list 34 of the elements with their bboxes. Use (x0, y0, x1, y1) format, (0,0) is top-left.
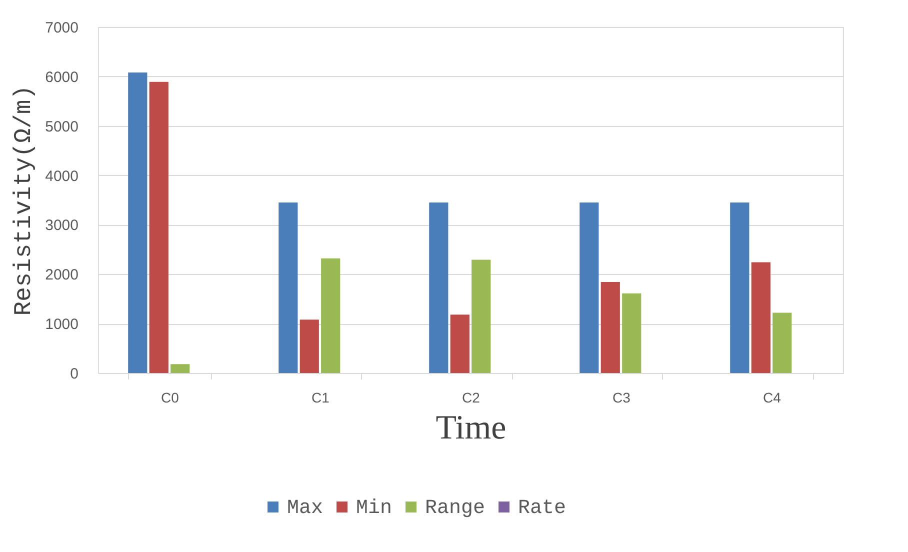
y-tick-label: 0 (70, 366, 78, 382)
y-tick-label: 6000 (45, 68, 78, 86)
bar (580, 202, 599, 373)
bar (730, 202, 750, 373)
bar (128, 72, 148, 373)
y-tick-label: 7000 (45, 20, 78, 36)
y-tick-label: 3000 (45, 217, 78, 234)
x-tick-label: C3 (612, 390, 631, 406)
bar (278, 202, 298, 373)
legend-label: Min (356, 497, 392, 520)
bar (622, 293, 642, 373)
x-axis-title: Time (436, 410, 506, 446)
bar (429, 202, 448, 373)
legend-label: Range (425, 497, 486, 520)
y-tick-label: 1000 (45, 316, 78, 334)
bar (600, 282, 620, 373)
bar (450, 314, 470, 373)
bar (772, 312, 792, 373)
legend-label: Max (287, 497, 324, 520)
x-tick-label: C0 (161, 390, 180, 406)
bar (149, 82, 168, 373)
bar (321, 258, 340, 373)
x-tick-label: C4 (763, 390, 782, 406)
bar (751, 262, 770, 373)
x-tick-label: C1 (312, 390, 330, 406)
bar (472, 260, 491, 373)
bar (170, 364, 190, 373)
y-tick-label: 5000 (45, 118, 78, 136)
y-axis-title: Resistivity(Ω/m) (11, 85, 38, 316)
legend-label: Rate (518, 497, 566, 520)
y-tick-label: 4000 (45, 168, 78, 185)
x-tick-label: C2 (462, 390, 480, 406)
bar (300, 320, 319, 373)
y-tick-label: 2000 (45, 266, 78, 284)
